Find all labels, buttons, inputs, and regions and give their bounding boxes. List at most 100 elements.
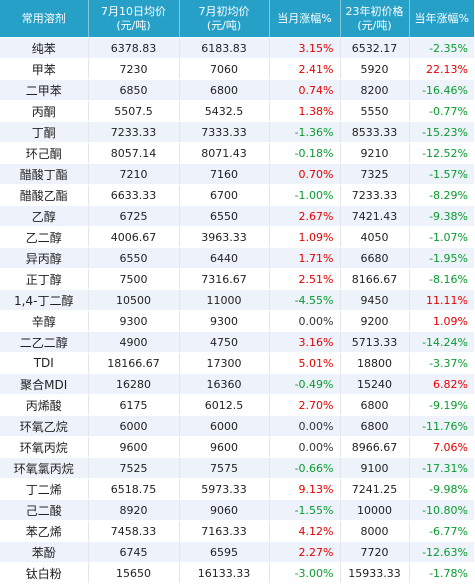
table-row: 环氧丙烷 9600 9600 0.00% 8966.67 7.06% bbox=[0, 436, 474, 458]
month-change-cell: -0.49% bbox=[269, 373, 341, 395]
table-row: 乙二醇 4006.67 3963.33 1.09% 4050 -1.07% bbox=[0, 226, 474, 248]
month-change-cell: 2.67% bbox=[269, 205, 341, 227]
price-2023-cell: 8000 bbox=[340, 520, 410, 542]
price-2023-cell: 7241.25 bbox=[340, 478, 410, 500]
year-change-cell: -11.76% bbox=[409, 415, 474, 437]
solvent-name-cell: 丁酮 bbox=[0, 121, 89, 143]
month-change-cell: 9.13% bbox=[269, 478, 341, 500]
year-change-cell: -1.57% bbox=[409, 163, 474, 185]
month-change-cell: 3.15% bbox=[269, 37, 341, 59]
month-change-cell: 1.71% bbox=[269, 247, 341, 269]
year-change-cell: 7.06% bbox=[409, 436, 474, 458]
month-change-cell: -0.18% bbox=[269, 142, 341, 164]
table-row: 正丁醇 7500 7316.67 2.51% 8166.67 -8.16% bbox=[0, 268, 474, 290]
year-change-cell: -1.95% bbox=[409, 247, 474, 269]
table-row: 聚合MDI 16280 16360 -0.49% 15240 6.82% bbox=[0, 373, 474, 395]
table-row: 环氧氯丙烷 7525 7575 -0.66% 9100 -17.31% bbox=[0, 457, 474, 479]
year-change-cell: -9.98% bbox=[409, 478, 474, 500]
year-change-cell: -8.16% bbox=[409, 268, 474, 290]
price-2023-cell: 5920 bbox=[340, 58, 410, 80]
year-change-cell: -17.31% bbox=[409, 457, 474, 479]
table-header: 常用溶剂 7月10日均价 (元/吨) 7月初均价 (元/吨) 当月涨幅% 23年… bbox=[0, 0, 474, 38]
price-jul-start-cell: 11000 bbox=[179, 289, 270, 311]
price-jul10-cell: 16280 bbox=[88, 373, 180, 395]
price-jul10-cell: 5507.5 bbox=[88, 100, 180, 122]
year-change-cell: -2.35% bbox=[409, 37, 474, 59]
price-jul10-cell: 8057.14 bbox=[88, 142, 180, 164]
price-jul-start-cell: 5973.33 bbox=[179, 478, 270, 500]
price-jul-start-cell: 16133.33 bbox=[179, 562, 270, 584]
table-row: 异丙醇 6550 6440 1.71% 6680 -1.95% bbox=[0, 247, 474, 269]
table-row: 苯乙烯 7458.33 7163.33 4.12% 8000 -6.77% bbox=[0, 520, 474, 542]
price-jul-start-cell: 6000 bbox=[179, 415, 270, 437]
solvent-name-cell: 纯苯 bbox=[0, 37, 89, 59]
month-change-cell: 4.12% bbox=[269, 520, 341, 542]
year-change-cell: -6.77% bbox=[409, 520, 474, 542]
price-jul-start-cell: 3963.33 bbox=[179, 226, 270, 248]
year-change-cell: -1.78% bbox=[409, 562, 474, 584]
price-jul-start-cell: 8071.43 bbox=[179, 142, 270, 164]
table-row: 苯酚 6745 6595 2.27% 7720 -12.63% bbox=[0, 541, 474, 563]
solvent-name-cell: 环己酮 bbox=[0, 142, 89, 164]
month-change-cell: 3.16% bbox=[269, 331, 341, 353]
header-price-2023-start: 23年初价格 (元/吨) bbox=[340, 0, 410, 38]
header-solvent: 常用溶剂 bbox=[0, 0, 89, 38]
header-price-2023-title: 23年初价格 bbox=[345, 4, 404, 18]
year-change-cell: 6.82% bbox=[409, 373, 474, 395]
year-change-cell: -12.63% bbox=[409, 541, 474, 563]
year-change-cell: 22.13% bbox=[409, 58, 474, 80]
solvent-name-cell: 甲苯 bbox=[0, 58, 89, 80]
price-2023-cell: 9450 bbox=[340, 289, 410, 311]
month-change-cell: 2.51% bbox=[269, 268, 341, 290]
solvent-name-cell: 苯酚 bbox=[0, 541, 89, 563]
solvent-name-cell: 异丙醇 bbox=[0, 247, 89, 269]
price-jul10-cell: 7458.33 bbox=[88, 520, 180, 542]
header-month-change: 当月涨幅% bbox=[269, 0, 341, 38]
price-2023-cell: 7720 bbox=[340, 541, 410, 563]
price-jul10-cell: 7525 bbox=[88, 457, 180, 479]
year-change-cell: -8.29% bbox=[409, 184, 474, 206]
table-row: 环氧乙烷 6000 6000 0.00% 6800 -11.76% bbox=[0, 415, 474, 437]
price-jul-start-cell: 9060 bbox=[179, 499, 270, 521]
solvent-name-cell: 乙醇 bbox=[0, 205, 89, 227]
price-jul10-cell: 7230 bbox=[88, 58, 180, 80]
price-2023-cell: 15933.33 bbox=[340, 562, 410, 584]
year-change-cell: -9.19% bbox=[409, 394, 474, 416]
solvent-name-cell: 聚合MDI bbox=[0, 373, 89, 395]
month-change-cell: 2.70% bbox=[269, 394, 341, 416]
price-jul10-cell: 15650 bbox=[88, 562, 180, 584]
price-jul10-cell: 18166.67 bbox=[88, 352, 180, 374]
price-jul-start-cell: 7316.67 bbox=[179, 268, 270, 290]
price-jul-start-cell: 16360 bbox=[179, 373, 270, 395]
price-jul-start-cell: 9300 bbox=[179, 310, 270, 332]
header-price-jul10-title: 7月10日均价 bbox=[101, 4, 166, 18]
year-change-cell: -12.52% bbox=[409, 142, 474, 164]
table-body: 纯苯 6378.83 6183.83 3.15% 6532.17 -2.35% 甲苯 7230… bbox=[0, 37, 474, 584]
table-row: TDI 18166.67 17300 5.01% 18800 -3.37% bbox=[0, 352, 474, 374]
price-jul-start-cell: 6012.5 bbox=[179, 394, 270, 416]
price-2023-cell: 6680 bbox=[340, 247, 410, 269]
solvent-name-cell: 乙二醇 bbox=[0, 226, 89, 248]
table-row: 二甲苯 6850 6800 0.74% 8200 -16.46% bbox=[0, 79, 474, 101]
price-2023-cell: 6532.17 bbox=[340, 37, 410, 59]
month-change-cell: -1.55% bbox=[269, 499, 341, 521]
solvent-name-cell: 辛醇 bbox=[0, 310, 89, 332]
price-jul10-cell: 6000 bbox=[88, 415, 180, 437]
price-jul-start-cell: 7333.33 bbox=[179, 121, 270, 143]
price-jul-start-cell: 17300 bbox=[179, 352, 270, 374]
solvent-name-cell: 钛白粉 bbox=[0, 562, 89, 584]
month-change-cell: -1.00% bbox=[269, 184, 341, 206]
price-jul-start-cell: 6183.83 bbox=[179, 37, 270, 59]
price-jul10-cell: 8920 bbox=[88, 499, 180, 521]
year-change-cell: -9.38% bbox=[409, 205, 474, 227]
price-jul10-cell: 7233.33 bbox=[88, 121, 180, 143]
price-jul-start-cell: 9600 bbox=[179, 436, 270, 458]
month-change-cell: -3.00% bbox=[269, 562, 341, 584]
solvent-name-cell: 环氧丙烷 bbox=[0, 436, 89, 458]
price-jul10-cell: 9600 bbox=[88, 436, 180, 458]
solvent-name-cell: 环氧乙烷 bbox=[0, 415, 89, 437]
price-jul-start-cell: 6595 bbox=[179, 541, 270, 563]
month-change-cell: -4.55% bbox=[269, 289, 341, 311]
table-row: 辛醇 9300 9300 0.00% 9200 1.09% bbox=[0, 310, 474, 332]
header-year-change: 当年涨幅% bbox=[409, 0, 474, 38]
